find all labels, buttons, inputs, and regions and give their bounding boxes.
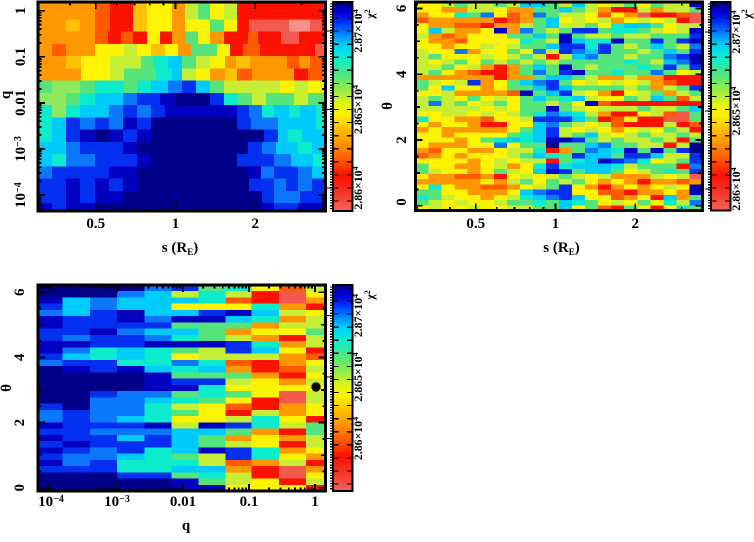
svg-text:4: 4 <box>12 353 28 361</box>
svg-text:χ2: χ2 <box>363 9 377 19</box>
svg-text:2: 2 <box>251 216 259 232</box>
svg-text:s (RE): s (RE) <box>162 240 198 257</box>
svg-text:1: 1 <box>311 494 319 510</box>
svg-text:0.1: 0.1 <box>13 47 29 66</box>
svg-text:2: 2 <box>12 419 28 427</box>
svg-text:6: 6 <box>12 288 28 296</box>
svg-text:0.5: 0.5 <box>86 216 105 232</box>
svg-text:2.87×104: 2.87×104 <box>729 10 743 53</box>
svg-text:4: 4 <box>394 70 410 78</box>
svg-text:1: 1 <box>172 216 180 232</box>
svg-text:2.86×104: 2.86×104 <box>729 167 743 210</box>
svg-text:χ2: χ2 <box>363 290 377 300</box>
svg-text:1: 1 <box>13 7 29 15</box>
svg-text:2.87×104: 2.87×104 <box>351 9 365 52</box>
svg-text:1: 1 <box>552 216 560 232</box>
svg-text:χ2: χ2 <box>740 9 754 19</box>
svg-text:2.87×104: 2.87×104 <box>351 294 365 337</box>
svg-text:s (RE): s (RE) <box>543 240 579 257</box>
svg-text:0.1: 0.1 <box>240 494 259 510</box>
svg-text:2: 2 <box>631 216 639 232</box>
svg-text:2.86×104: 2.86×104 <box>351 417 365 460</box>
svg-text:q: q <box>0 90 14 99</box>
svg-text:0: 0 <box>394 198 410 206</box>
svg-text:0: 0 <box>12 484 28 492</box>
svg-text:2.865×104: 2.865×104 <box>729 86 743 135</box>
svg-text:2.865×104: 2.865×104 <box>351 85 365 134</box>
svg-text:q: q <box>182 518 191 534</box>
svg-text:0.01: 0.01 <box>13 90 29 116</box>
svg-text:2: 2 <box>394 136 410 144</box>
svg-text:θ: θ <box>380 102 396 110</box>
svg-text:0.01: 0.01 <box>170 494 196 510</box>
svg-text:0.5: 0.5 <box>466 216 485 232</box>
svg-text:2.86×104: 2.86×104 <box>351 166 365 209</box>
svg-text:θ: θ <box>0 384 15 392</box>
svg-text:2.865×104: 2.865×104 <box>351 352 365 401</box>
svg-text:6: 6 <box>394 4 410 12</box>
